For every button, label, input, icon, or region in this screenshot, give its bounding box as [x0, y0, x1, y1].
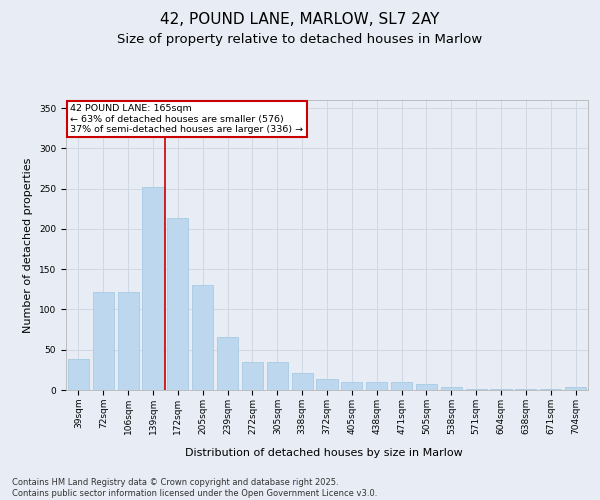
Bar	[167, 218, 188, 390]
Bar	[391, 382, 412, 390]
Bar	[466, 389, 487, 390]
Bar	[490, 389, 512, 390]
Text: Size of property relative to detached houses in Marlow: Size of property relative to detached ho…	[118, 32, 482, 46]
Bar	[142, 187, 164, 390]
Bar	[118, 292, 139, 390]
Bar	[515, 389, 536, 390]
Bar	[68, 360, 89, 390]
Bar	[217, 337, 238, 390]
Text: Distribution of detached houses by size in Marlow: Distribution of detached houses by size …	[185, 448, 463, 458]
Bar	[93, 292, 114, 390]
Bar	[267, 362, 288, 390]
Bar	[316, 378, 338, 390]
Text: 42 POUND LANE: 165sqm
← 63% of detached houses are smaller (576)
37% of semi-det: 42 POUND LANE: 165sqm ← 63% of detached …	[70, 104, 303, 134]
Bar	[565, 387, 586, 390]
Bar	[416, 384, 437, 390]
Bar	[441, 387, 462, 390]
Y-axis label: Number of detached properties: Number of detached properties	[23, 158, 34, 332]
Bar	[540, 389, 561, 390]
Bar	[242, 362, 263, 390]
Bar	[192, 286, 213, 390]
Bar	[366, 382, 387, 390]
Bar	[292, 373, 313, 390]
Bar	[341, 382, 362, 390]
Text: 42, POUND LANE, MARLOW, SL7 2AY: 42, POUND LANE, MARLOW, SL7 2AY	[160, 12, 440, 28]
Text: Contains HM Land Registry data © Crown copyright and database right 2025.
Contai: Contains HM Land Registry data © Crown c…	[12, 478, 377, 498]
